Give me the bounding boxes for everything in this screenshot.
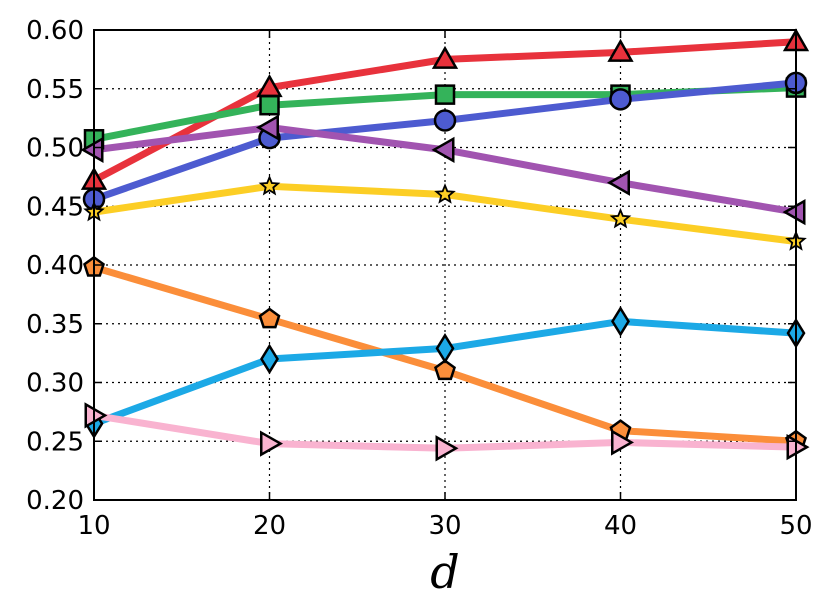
series-5-point	[258, 174, 281, 196]
y-tick-label: 0.20	[26, 486, 84, 516]
series-7-point	[435, 333, 455, 364]
x-tick-label: 10	[77, 511, 110, 541]
series-6-point	[258, 307, 281, 329]
y-tick-label: 0.50	[26, 134, 84, 164]
y-tick-label: 0.60	[26, 16, 84, 46]
y-tick-label: 0.40	[26, 251, 84, 281]
x-axis-title: d	[430, 545, 459, 599]
series-6-point	[434, 359, 456, 381]
series-4-point	[80, 136, 104, 164]
y-tick-label: 0.55	[26, 75, 84, 105]
y-tick-label: 0.45	[26, 192, 84, 222]
series-2-point	[434, 84, 456, 105]
x-tick-label: 20	[253, 511, 286, 541]
series-4-point	[606, 169, 630, 196]
x-tick-label: 40	[604, 511, 637, 541]
axis-ticks: 10 20 30 40 50 0.20 0.25 0.30 0.35 0.40 0.45 0.50 0.…	[26, 16, 812, 541]
y-tick-label: 0.25	[26, 427, 84, 457]
series-5-point	[609, 207, 632, 229]
series-8-point	[260, 430, 284, 457]
series-4-point	[431, 136, 455, 164]
series-1-point	[431, 45, 459, 69]
series-4-point	[255, 114, 279, 141]
series-7-point	[260, 343, 279, 375]
series-2-point	[259, 94, 280, 116]
x-tick-label: 30	[428, 511, 461, 541]
series-8-point	[435, 435, 459, 462]
series-3-point	[609, 88, 632, 111]
series-8-point	[84, 402, 108, 429]
y-tick-label: 0.30	[26, 369, 84, 399]
series-3-point	[433, 109, 457, 132]
y-tick-label: 0.35	[26, 310, 84, 340]
series-4-point	[782, 198, 806, 226]
series-1-point	[607, 38, 634, 62]
series-7-point	[611, 306, 630, 337]
series-8-point	[611, 429, 635, 456]
x-tick-label: 50	[779, 511, 812, 541]
series-5-point	[434, 183, 456, 204]
series-markers	[80, 28, 810, 462]
